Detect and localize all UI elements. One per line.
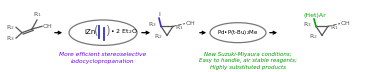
Text: I: I <box>158 12 160 17</box>
Text: • 2 Et$_2$O: • 2 Et$_2$O <box>110 27 138 36</box>
Text: R$_1$: R$_1$ <box>175 23 184 32</box>
Text: More efficient stereoselective
iodocyclopropanation: More efficient stereoselective iodocyclo… <box>59 52 147 64</box>
Text: (: ( <box>94 25 98 38</box>
Text: R$_2$: R$_2$ <box>154 32 163 41</box>
Text: (Het)Ar: (Het)Ar <box>304 13 326 18</box>
Text: R$_1$: R$_1$ <box>330 23 339 32</box>
Text: OH: OH <box>341 21 351 26</box>
Text: R$_3$: R$_3$ <box>148 20 157 29</box>
Text: R$_3$: R$_3$ <box>303 20 312 29</box>
Text: R$_1$: R$_1$ <box>33 10 41 19</box>
Text: IZn: IZn <box>84 29 95 35</box>
Text: OH: OH <box>43 24 53 29</box>
Text: OH: OH <box>186 21 196 26</box>
Text: ): ) <box>105 25 109 38</box>
Text: R$_2$: R$_2$ <box>6 23 15 32</box>
Text: Pd•P(t-Bu)$_2$Me: Pd•P(t-Bu)$_2$Me <box>217 28 259 37</box>
Text: R$_3$: R$_3$ <box>6 34 15 43</box>
Text: New Suzuki-Miyaura conditions;
Easy to handle, air stable reagents;
Highly subst: New Suzuki-Miyaura conditions; Easy to h… <box>199 52 297 70</box>
Text: R$_2$: R$_2$ <box>309 32 318 41</box>
